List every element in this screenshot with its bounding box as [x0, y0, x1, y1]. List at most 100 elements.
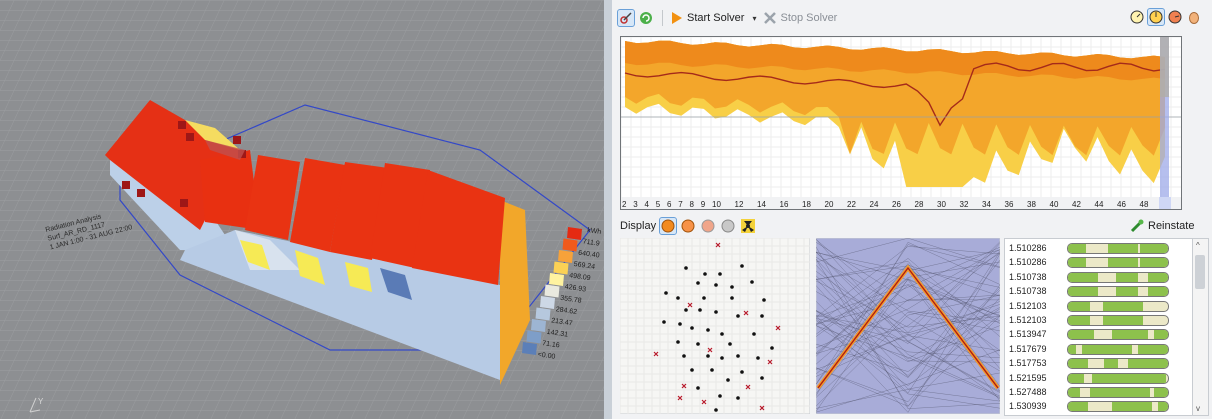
scrollbar-thumb[interactable]	[1195, 255, 1205, 289]
genome-cross-point[interactable]	[759, 405, 765, 411]
refresh-icon[interactable]	[638, 10, 654, 26]
genome-point[interactable]	[762, 298, 766, 302]
chevron-down-icon[interactable]: ▾	[752, 13, 757, 23]
genome-point[interactable]	[684, 308, 688, 312]
genome-row[interactable]: 1.510738	[1005, 270, 1183, 285]
genome-point[interactable]	[718, 394, 722, 398]
genome-point[interactable]	[740, 264, 744, 268]
genome-row[interactable]: 1.512103	[1005, 299, 1183, 314]
genome-point[interactable]	[676, 296, 680, 300]
genome-point[interactable]	[736, 354, 740, 358]
rhino-viewport[interactable]: Radiation Analysis Surf_AR_RD_1117 1 JAN…	[0, 0, 604, 419]
genome-point[interactable]	[678, 322, 682, 326]
reinstate-button[interactable]: Reinstate	[1130, 219, 1194, 233]
genome-point[interactable]	[740, 370, 744, 374]
genome-row[interactable]: 1.527488	[1005, 385, 1183, 400]
stop-solver-button[interactable]: Stop Solver	[764, 8, 837, 28]
gauge-icon[interactable]	[1167, 9, 1183, 25]
genome-point[interactable]	[752, 332, 756, 336]
viewport-canvas[interactable]: Radiation Analysis Surf_AR_RD_1117 1 JAN…	[0, 0, 604, 419]
parallel-genome-plot[interactable]	[816, 238, 1000, 414]
genome-row[interactable]: 1.517679	[1005, 342, 1183, 357]
genome-point[interactable]	[676, 340, 680, 344]
genome-cross-point[interactable]	[775, 325, 781, 331]
egg-icon[interactable]	[1186, 9, 1202, 25]
genome-point[interactable]	[730, 285, 734, 289]
genome-cross-point[interactable]	[767, 359, 773, 365]
fitness-graph[interactable]: 2 3 4 5 6 7 8 9 10 12 14 16 18 20 22 24 26 28 30 32 34 36 38 40…	[620, 36, 1182, 210]
genome-map[interactable]	[620, 238, 810, 414]
genome-row[interactable]: 1.510286	[1005, 255, 1183, 270]
genome-point[interactable]	[730, 296, 734, 300]
genome-trace	[816, 278, 1000, 412]
x-tick-label: 3	[633, 200, 638, 209]
clock-icon[interactable]	[1129, 9, 1145, 25]
genome-list-scrollbar[interactable]: ^ v	[1192, 238, 1209, 416]
genome-row[interactable]: 1.510738	[1005, 284, 1183, 299]
scroll-up-icon[interactable]: ^	[1196, 241, 1200, 250]
genome-cross-point[interactable]	[681, 383, 687, 389]
genome-point[interactable]	[770, 346, 774, 350]
genome-row[interactable]: 1.517753	[1005, 356, 1183, 371]
genome-point[interactable]	[720, 356, 724, 360]
genome-cross-point[interactable]	[745, 384, 751, 390]
start-solver-button[interactable]: Start Solver	[671, 8, 744, 28]
genome-point[interactable]	[696, 342, 700, 346]
genome-cross-point[interactable]	[707, 347, 713, 353]
timer-icon[interactable]	[1147, 8, 1165, 26]
display-orange-dot-icon[interactable]	[659, 217, 678, 235]
display-orange-dot-icon-2[interactable]	[680, 218, 696, 234]
genome-point[interactable]	[760, 376, 764, 380]
genome-point[interactable]	[710, 368, 714, 372]
display-label: Display	[620, 220, 657, 232]
genome-point[interactable]	[706, 328, 710, 332]
genome-row[interactable]: 1.530939	[1005, 399, 1183, 414]
genome-point[interactable]	[760, 314, 764, 318]
genome-point[interactable]	[714, 310, 718, 314]
radiation-icon[interactable]	[740, 218, 756, 234]
genome-cross-point[interactable]	[701, 399, 707, 405]
panel-splitter[interactable]	[604, 0, 612, 419]
genome-point[interactable]	[736, 314, 740, 318]
genome-point[interactable]	[702, 296, 706, 300]
legend-swatch	[558, 250, 573, 263]
selected-generation-marker[interactable]	[1160, 37, 1169, 197]
genome-cross-point[interactable]	[715, 242, 721, 248]
genome-point[interactable]	[756, 356, 760, 360]
scroll-down-icon[interactable]: v	[1196, 404, 1200, 413]
genome-row[interactable]: 1.513947	[1005, 327, 1183, 342]
reinstate-icon	[1130, 219, 1144, 233]
genome-point[interactable]	[750, 280, 754, 284]
display-grey-dot-icon[interactable]	[720, 218, 736, 234]
genome-cross-point[interactable]	[743, 310, 749, 316]
genome-point[interactable]	[736, 396, 740, 400]
selected-genome-trace[interactable]	[817, 266, 999, 389]
genome-point[interactable]	[690, 326, 694, 330]
genome-point[interactable]	[726, 378, 730, 382]
genome-point[interactable]	[714, 283, 718, 287]
display-peach-dot-icon[interactable]	[700, 218, 716, 234]
genome-point[interactable]	[684, 266, 688, 270]
genome-point[interactable]	[703, 272, 707, 276]
genome-point[interactable]	[714, 408, 718, 412]
genome-point[interactable]	[718, 272, 722, 276]
genome-point[interactable]	[696, 281, 700, 285]
genome-cross-point[interactable]	[687, 302, 693, 308]
genome-point[interactable]	[682, 354, 686, 358]
genome-point[interactable]	[690, 368, 694, 372]
genome-point[interactable]	[728, 342, 732, 346]
genome-cross-point[interactable]	[653, 351, 659, 357]
genome-row[interactable]: 1.510286	[1005, 241, 1183, 256]
genome-row[interactable]: 1.521595	[1005, 371, 1183, 386]
fitness-icon[interactable]	[617, 9, 635, 27]
genome-point[interactable]	[706, 354, 710, 358]
genome-list[interactable]: 1.510286 1.510286 1.510738 1.510738 1.512103…	[1004, 238, 1194, 416]
genome-cross-point[interactable]	[677, 395, 683, 401]
genome-trace	[816, 246, 1000, 409]
genome-row[interactable]: 1.512103	[1005, 313, 1183, 328]
genome-point[interactable]	[698, 308, 702, 312]
genome-point[interactable]	[662, 320, 666, 324]
genome-point[interactable]	[696, 386, 700, 390]
genome-point[interactable]	[664, 291, 668, 295]
genome-point[interactable]	[720, 332, 724, 336]
